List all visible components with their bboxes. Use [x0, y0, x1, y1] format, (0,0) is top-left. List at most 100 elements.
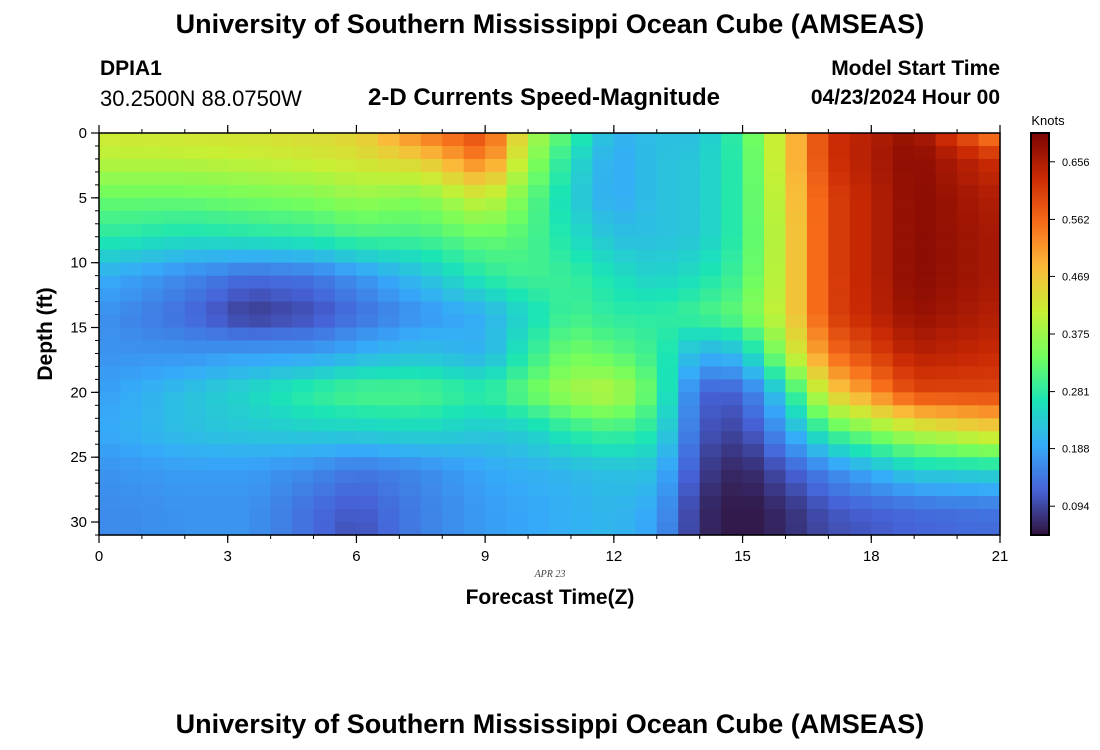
heatmap-cell [141, 444, 164, 458]
heatmap-cell [570, 444, 593, 458]
heatmap-cell [613, 496, 636, 510]
heatmap-cell [549, 353, 572, 368]
heatmap-cell [742, 522, 765, 536]
heatmap-cell [570, 314, 593, 329]
heatmap-cell [334, 379, 358, 393]
heatmap-cell [721, 444, 744, 458]
heatmap-cell [206, 470, 229, 484]
heatmap-cell [635, 171, 658, 186]
heatmap-cell [764, 197, 787, 212]
heatmap-cell [506, 509, 529, 523]
heatmap-cell [506, 210, 529, 225]
heatmap-cell [592, 158, 615, 173]
heatmap-cell [356, 327, 379, 342]
heatmap-cell [334, 145, 358, 160]
heatmap-cell [206, 262, 229, 277]
heatmap-cell [914, 249, 937, 264]
heatmap-cell [184, 327, 207, 342]
heatmap-cell [978, 288, 1001, 303]
heatmap-cell [828, 405, 851, 419]
heatmap-cell [420, 314, 443, 329]
heatmap-cell [356, 275, 379, 290]
heatmap-cell [313, 457, 336, 471]
heatmap-cell [742, 470, 765, 484]
heatmap-cell [935, 171, 958, 186]
colorbar-tick-label: 0.281 [1062, 387, 1090, 399]
heatmap-cell [656, 392, 679, 406]
heatmap-cell [528, 262, 551, 277]
heatmap-cell [227, 133, 250, 147]
heatmap-cell [742, 145, 765, 160]
heatmap-cell [613, 457, 636, 471]
heatmap-cell [849, 197, 872, 212]
heatmap-cell [806, 275, 829, 290]
heatmap-cell [120, 210, 143, 225]
heatmap-cell [806, 171, 829, 186]
heatmap-cell [635, 210, 658, 225]
heatmap-cell [163, 145, 186, 160]
heatmap-cell [957, 483, 980, 497]
heatmap-cell [570, 288, 593, 303]
heatmap-cell [463, 197, 486, 212]
heatmap-cell [914, 133, 937, 147]
heatmap-cell [785, 133, 808, 147]
heatmap-cell [377, 457, 400, 471]
heatmap-cell [721, 288, 744, 303]
heatmap-cell [463, 470, 486, 484]
heatmap-cell [99, 275, 122, 290]
heatmap-cell [635, 145, 658, 160]
heatmap-cell [978, 418, 1001, 432]
heatmap-cell [592, 288, 615, 303]
heatmap-cell [442, 158, 465, 173]
heatmap-cell [356, 522, 379, 536]
heatmap-cell [463, 366, 486, 380]
heatmap-cell [270, 133, 293, 147]
heatmap-cell [141, 262, 164, 277]
heatmap-cell [613, 509, 636, 523]
heatmap-cell [184, 275, 207, 290]
heatmap-cell [99, 197, 122, 212]
heatmap-cell [828, 301, 851, 316]
heatmap-cell [141, 301, 164, 316]
heatmap-cell [99, 522, 122, 536]
heatmap-cell [592, 392, 615, 406]
heatmap-cell [914, 405, 937, 419]
colorbar: Knots 0.094 0.188 0.281 0.375 0.469 0.562 0.65… [1030, 113, 1090, 536]
heatmap-cell [914, 457, 937, 471]
heatmap-cell [227, 509, 250, 523]
heatmap-cell [313, 197, 336, 212]
heatmap-cell [935, 522, 958, 536]
heatmap-cell [227, 392, 250, 406]
heatmap-cell [678, 262, 701, 277]
heatmap-cell [399, 184, 422, 199]
heatmap-cell [442, 509, 465, 523]
heatmap-cell [871, 288, 894, 303]
y-tick-label: 5 [79, 190, 87, 207]
heatmap-cell [356, 171, 379, 186]
heatmap-cell [249, 301, 272, 316]
heatmap-cell [785, 249, 808, 264]
heatmap-cell [635, 444, 658, 458]
heatmap-cell [420, 158, 443, 173]
heatmap-cell [99, 444, 122, 458]
heatmap-cell [249, 392, 272, 406]
heatmap-cell [442, 379, 465, 393]
x-tick-label: 12 [606, 548, 623, 565]
heatmap-cell [249, 314, 272, 329]
heatmap-cell [828, 340, 851, 355]
heatmap-cell [485, 457, 508, 471]
heatmap-cell [442, 171, 465, 186]
heatmap-cell [184, 431, 207, 445]
heatmap-cell [656, 509, 679, 523]
heatmap-cell [442, 470, 465, 484]
heatmap-cell [99, 353, 122, 368]
heatmap-cell [699, 392, 722, 406]
heatmap-cell [270, 301, 293, 316]
heatmap-cell [292, 353, 315, 368]
heatmap-cell [334, 405, 358, 419]
heatmap-cell [721, 470, 744, 484]
plot-frame [98, 132, 1001, 536]
heatmap-cell [613, 418, 636, 432]
heatmap-cell [334, 340, 358, 355]
heatmap-cell [656, 496, 679, 510]
